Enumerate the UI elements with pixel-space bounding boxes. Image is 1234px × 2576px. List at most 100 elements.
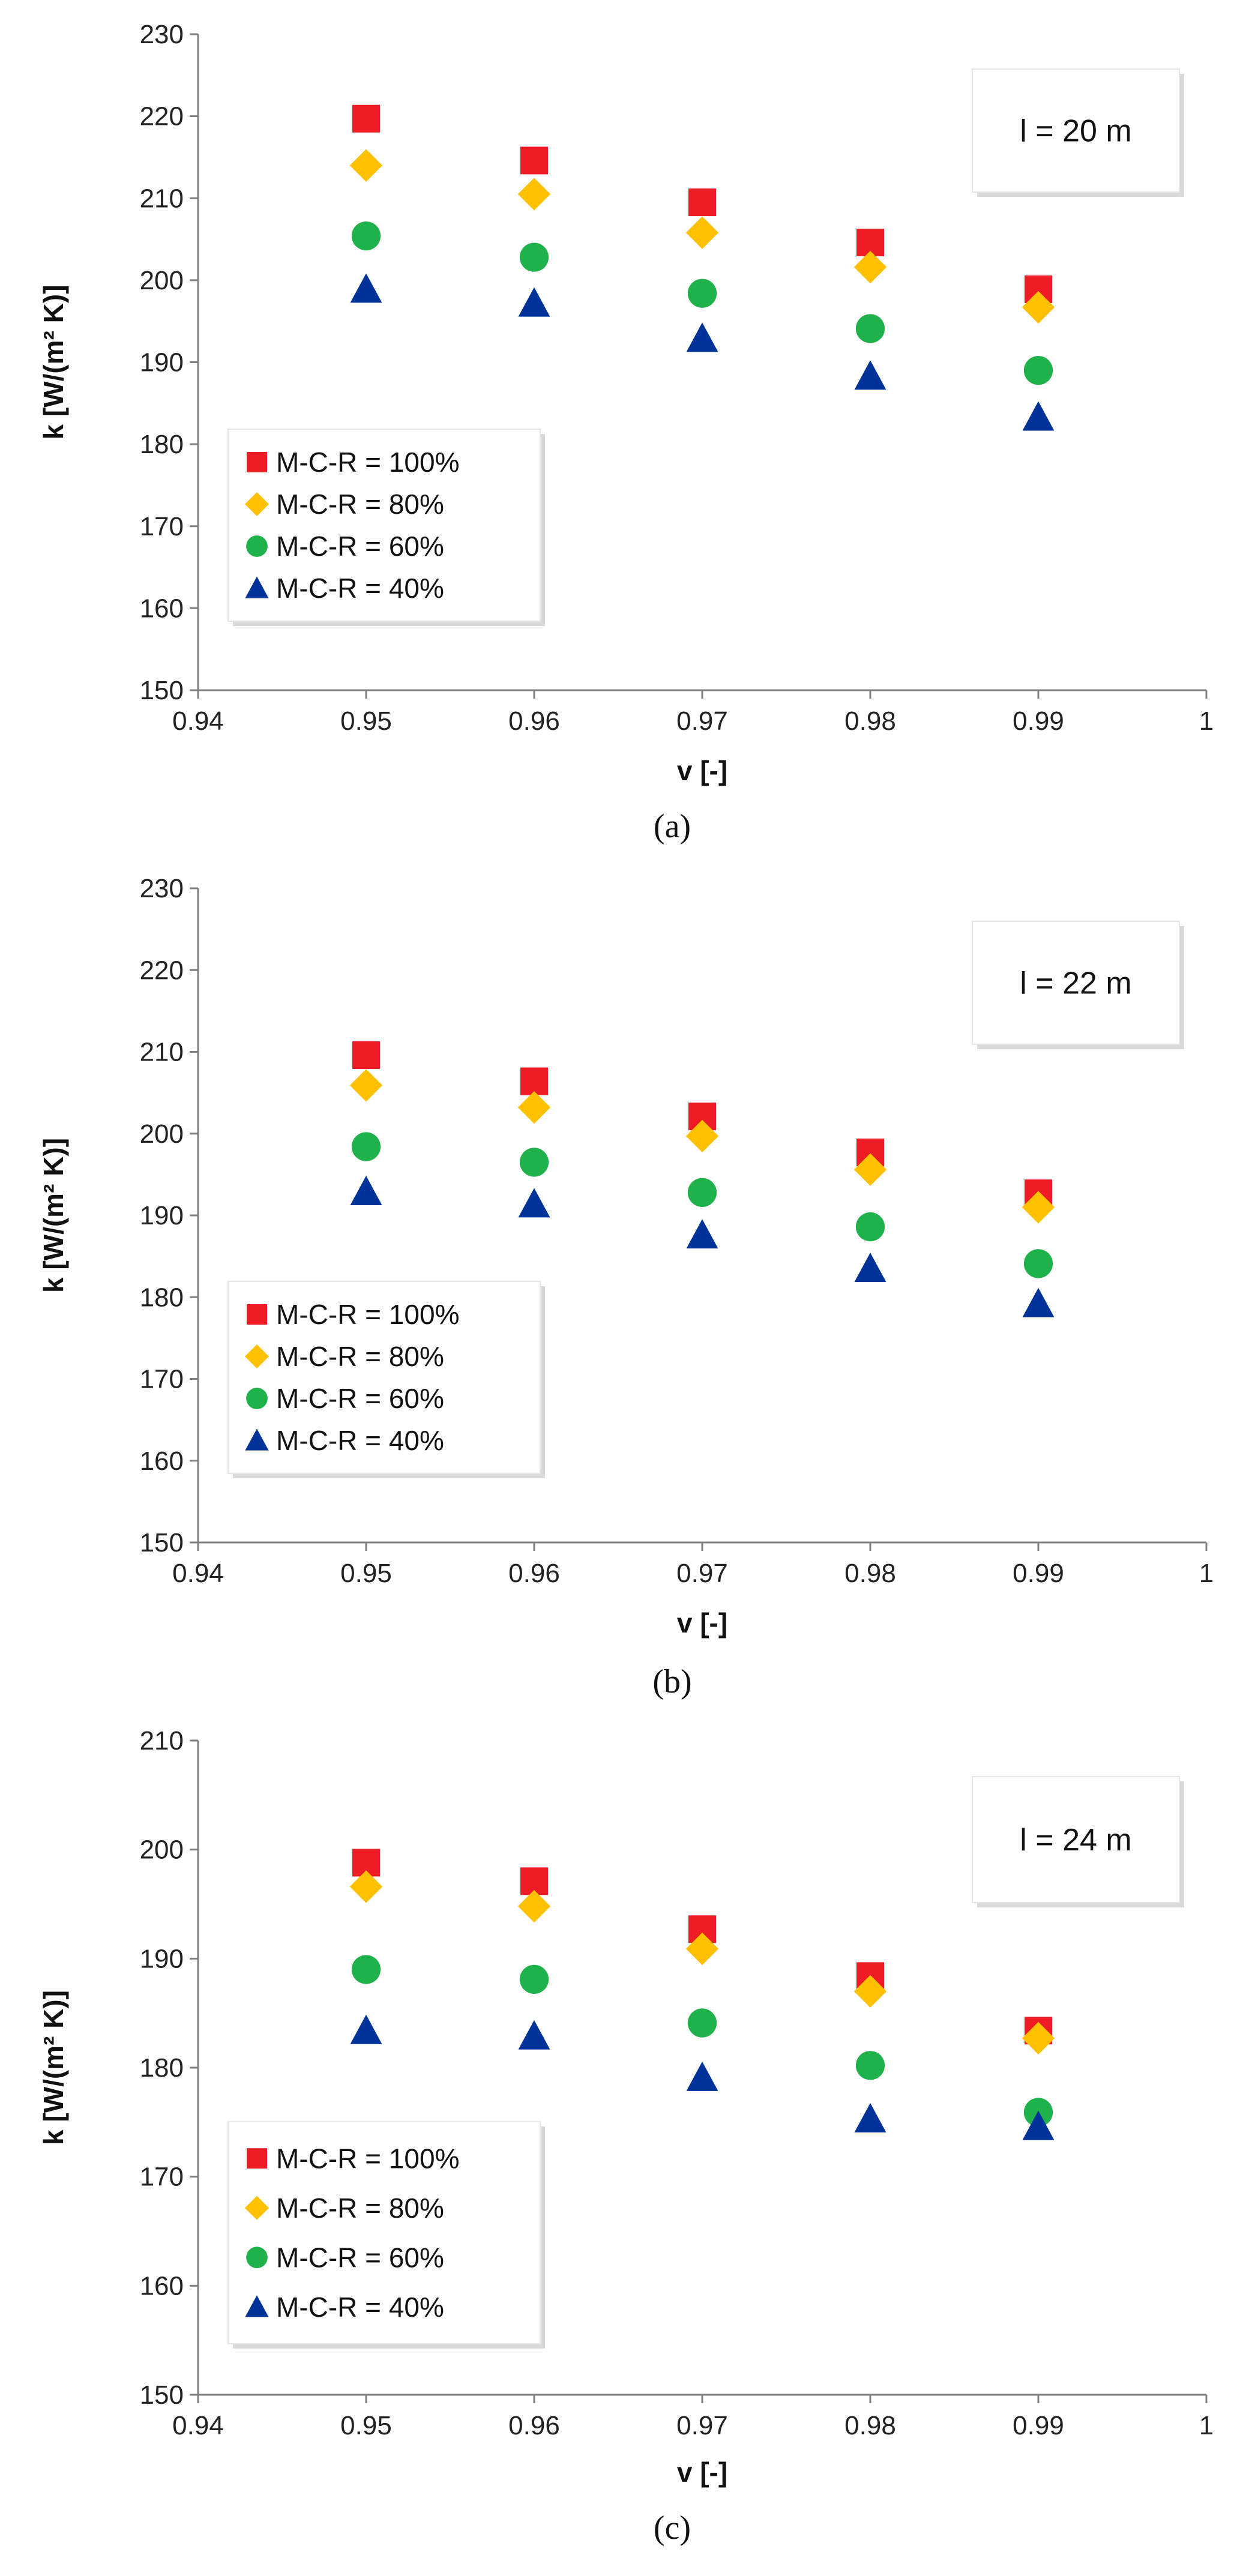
y-tick-label: 180 [140, 1283, 184, 1312]
data-point-diamond [685, 216, 719, 249]
x-tick-label: 0.94 [172, 2411, 224, 2440]
data-point-diamond [517, 178, 551, 211]
data-point-triangle [518, 1188, 550, 1218]
data-point-circle [351, 1132, 381, 1161]
x-tick-label: 0.94 [172, 1559, 224, 1588]
legend-label: M-C-R = 60% [276, 1383, 444, 1414]
x-tick-label: 0.97 [676, 2411, 728, 2440]
legend-marker-diamond [244, 492, 269, 517]
legend-label: M-C-R = 40% [276, 573, 444, 604]
data-point-circle [1023, 356, 1053, 385]
y-tick-label: 170 [140, 1365, 184, 1394]
x-axis-label: v [-] [677, 755, 727, 786]
legend-label: M-C-R = 60% [276, 531, 444, 562]
legend-label: M-C-R = 60% [276, 2242, 444, 2273]
data-point-triangle [1022, 2110, 1055, 2140]
data-point-triangle [350, 273, 382, 303]
y-tick-label: 210 [140, 184, 184, 213]
x-tick-label: 0.97 [676, 706, 728, 736]
annotation-box [972, 921, 1180, 1045]
y-tick-label: 150 [140, 676, 184, 705]
y-tick-label: 210 [140, 1038, 184, 1067]
legend-label: M-C-R = 100% [276, 447, 459, 478]
x-tick-label: 0.99 [1013, 706, 1064, 736]
legend-label: M-C-R = 80% [276, 2192, 444, 2224]
legend-marker-square [247, 2148, 267, 2169]
data-point-circle [1023, 1249, 1053, 1278]
data-point-diamond [349, 149, 383, 182]
panel-caption: (c) [654, 2509, 691, 2547]
legend-marker-square [247, 452, 267, 472]
x-tick-label: 0.98 [844, 1559, 896, 1588]
y-tick-label: 190 [140, 1944, 184, 1973]
x-tick-label: 0.99 [1013, 1559, 1064, 1588]
data-point-circle [519, 1964, 549, 1994]
data-point-diamond [685, 1119, 719, 1152]
legend-marker-diamond [244, 1344, 269, 1369]
panel-caption: (a) [654, 808, 691, 845]
data-point-circle [855, 2051, 885, 2080]
y-tick-label: 170 [140, 2162, 184, 2192]
y-tick-label: 150 [140, 2380, 184, 2410]
legend-marker-square [247, 1304, 267, 1325]
y-tick-label: 170 [140, 512, 184, 541]
data-point-triangle [686, 1219, 718, 1249]
annotation-text: l = 20 m [1020, 114, 1131, 149]
annotation-box [972, 68, 1180, 193]
data-point-diamond [685, 1932, 719, 1966]
data-point-triangle [686, 2061, 718, 2091]
annotation-text: l = 22 m [1020, 966, 1131, 1001]
legend [227, 429, 541, 622]
x-axis-label: v [-] [677, 1607, 727, 1639]
legend [227, 2121, 541, 2344]
x-tick-label: 0.98 [844, 2411, 896, 2440]
legend [227, 1281, 541, 1474]
panel-caption: (b) [652, 1663, 691, 1700]
x-axis-label: v [-] [677, 2457, 727, 2488]
y-tick-label: 160 [140, 594, 184, 623]
data-point-circle [687, 2008, 717, 2038]
y-tick-label: 190 [140, 348, 184, 378]
legend-marker-diamond [244, 2195, 269, 2220]
legend-marker-circle [246, 1388, 268, 1409]
data-point-triangle [518, 287, 550, 317]
legend-label: M-C-R = 40% [276, 2292, 444, 2323]
data-point-triangle [854, 1253, 886, 1283]
data-point-triangle [854, 2102, 886, 2132]
legend-marker-circle [246, 535, 268, 557]
data-point-circle [855, 314, 885, 343]
data-point-circle [687, 278, 717, 308]
y-tick-label: 160 [140, 2271, 184, 2301]
x-tick-label: 0.96 [508, 706, 560, 736]
x-tick-label: 1 [1199, 2411, 1214, 2440]
data-point-circle [687, 1178, 717, 1207]
data-point-circle [519, 1148, 549, 1177]
data-point-triangle [518, 2020, 550, 2050]
annotation-text: l = 24 m [1020, 1823, 1131, 1858]
data-point-diamond [1022, 290, 1055, 324]
x-tick-label: 0.96 [508, 2411, 560, 2440]
legend-marker-circle [246, 2246, 268, 2269]
x-tick-label: 1 [1199, 1559, 1214, 1588]
data-point-triangle [350, 1176, 382, 1205]
chart-panel-b: 150 160 170 180 190 200 210 220 230 0.94 0.95 0.96 0… [38, 874, 1214, 1700]
x-tick-label: 0.94 [172, 706, 224, 736]
x-tick-label: 0.96 [508, 1559, 560, 1588]
y-tick-label: 230 [140, 874, 184, 903]
data-point-diamond [349, 1870, 383, 1903]
y-tick-label: 200 [140, 266, 184, 295]
legend-marker-triangle [245, 576, 269, 598]
x-tick-label: 0.95 [340, 2411, 392, 2440]
legend-marker-triangle [245, 2295, 269, 2317]
chart-panel-a: 150 160 170 180 190 200 210 220 230 0.94 0.95 0.96 0… [38, 20, 1214, 845]
y-tick-label: 180 [140, 430, 184, 459]
data-point-diamond [1022, 1191, 1055, 1224]
data-point-circle [351, 1955, 381, 1984]
data-point-square [688, 188, 716, 217]
data-point-diamond [853, 1975, 887, 2008]
y-tick-label: 220 [140, 102, 184, 131]
y-axis-label: k [W/(m² K)] [38, 284, 69, 439]
data-point-circle [855, 1212, 885, 1242]
x-tick-label: 0.95 [340, 706, 392, 736]
data-point-square [520, 1067, 548, 1095]
